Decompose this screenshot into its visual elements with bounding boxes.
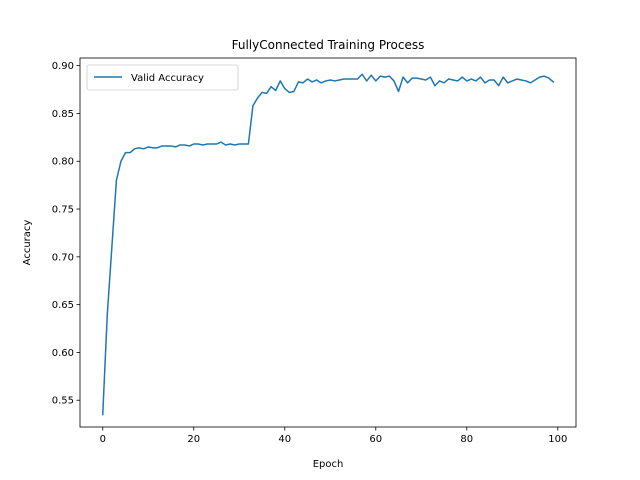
y-tick-label: 0.60 xyxy=(52,348,74,359)
y-tick-label: 0.70 xyxy=(52,252,74,263)
plot-frame xyxy=(79,57,577,428)
y-tick-label: 0.85 xyxy=(52,109,74,120)
x-axis-label: Epoch xyxy=(313,459,344,470)
data-layer xyxy=(101,73,555,416)
y-axis-label: Accuracy xyxy=(22,220,33,266)
y-tick-label: 0.55 xyxy=(52,396,74,407)
series-line-valid-accuracy xyxy=(101,73,555,416)
x-tick-label: 0 xyxy=(100,434,106,445)
legend-label: Valid Accuracy xyxy=(131,73,204,84)
legend: Valid Accuracy xyxy=(86,64,239,91)
x-tick-label: 40 xyxy=(278,434,291,445)
plot-area xyxy=(80,58,576,427)
y-tick-label: 0.90 xyxy=(52,61,74,72)
x-tick-label: 60 xyxy=(369,434,382,445)
chart-title: FullyConnected Training Process xyxy=(232,38,425,52)
x-tick-label: 20 xyxy=(187,434,200,445)
legend-box xyxy=(86,64,239,91)
y-tick-label: 0.75 xyxy=(52,205,74,216)
x-tick-label: 80 xyxy=(460,434,473,445)
y-tick-label: 0.80 xyxy=(52,157,74,168)
x-tick-label: 100 xyxy=(548,434,567,445)
y-tick-label: 0.65 xyxy=(52,300,74,311)
axes-layer: 0 20 40 60 80 100 0.55 0.60 0.65 0.70 0.75 0.80 0.85… xyxy=(52,61,568,445)
